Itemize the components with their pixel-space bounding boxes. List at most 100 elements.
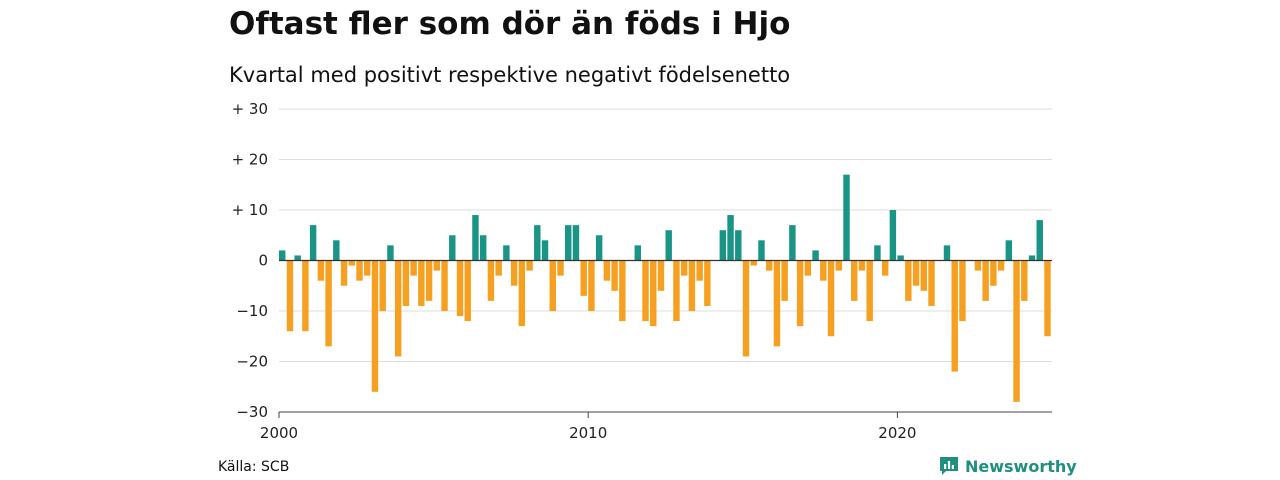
bar-positive [943,245,951,261]
bar-negative [410,260,417,276]
bar-positive [534,225,541,261]
bar-positive [843,174,850,261]
y-tick-label: −20 [236,353,268,371]
bar-negative [912,260,920,286]
bar-negative [804,260,812,276]
bar-positive [572,225,580,261]
bar-negative [433,260,441,271]
x-tick-label: 2020 [878,424,916,442]
bar-negative [340,260,348,286]
bar-positive [541,240,549,261]
bar-negative [371,260,379,392]
bar-positive [1028,255,1036,261]
bar-negative [835,260,842,271]
bar-negative [773,260,781,347]
bars [279,174,1051,402]
x-tick-label: 2010 [569,424,607,442]
chart-subtitle: Kvartal med positivt respektive negativt… [229,63,791,87]
bar-negative [851,260,858,301]
bar-negative [441,260,448,311]
bar-positive [309,225,317,261]
bar-positive [449,235,456,261]
bar-negative [820,260,827,281]
bar-positive [719,230,727,261]
bar-negative [781,260,788,301]
bar-positive [727,215,734,261]
bar-positive [812,250,819,261]
y-tick-label: 0 [258,252,268,270]
y-tick-label: + 10 [232,201,268,219]
bar-negative [495,260,502,276]
source-note: Källa: SCB [218,459,290,475]
bar-negative [356,260,363,281]
bar-negative [580,260,587,296]
bar-negative [619,260,626,322]
bar-negative [611,260,618,291]
bar-negative [827,260,835,337]
bar-negative [866,260,873,322]
bar-positive [758,240,765,261]
bar-positive [472,215,479,261]
bar-negative [549,260,556,311]
brand-logo[interactable]: Newsworthy [939,456,1077,476]
y-axis-labels: + 30 + 20 + 10 0 −10 −20 −30 [232,100,268,421]
bar-negative [750,260,757,266]
bar-negative [325,260,332,347]
bar-negative [997,260,1005,271]
bar-negative [951,260,958,372]
bar-negative [858,260,866,271]
bar-negative [650,260,657,327]
bar-negative [959,260,966,322]
bar-negative [603,260,611,281]
bar-negative [1021,260,1028,301]
bar-negative [642,260,649,322]
bar-negative [418,260,425,306]
bar-negative [557,260,564,276]
bar-positive [279,250,286,261]
bar-negative [688,260,696,311]
bar-negative [1013,260,1020,402]
bar-negative [990,260,997,286]
bar-negative [680,260,688,276]
y-tick-label: −30 [236,403,268,421]
newsworthy-logo-icon [940,457,958,475]
bar-positive [1005,240,1013,261]
bar-negative [526,260,533,271]
bar-negative [348,260,355,266]
x-axis-labels: 2000 2010 2020 [260,412,916,442]
bar-negative [464,260,471,322]
brand-name: Newsworthy [965,456,1077,476]
bar-negative [510,260,518,286]
bar-negative [518,260,526,327]
bar-negative [982,260,989,301]
bar-negative [364,260,371,276]
bar-negative [379,260,386,311]
bar-negative [588,260,595,311]
bar-negative [742,260,750,357]
bar-negative [657,260,665,291]
bar-positive [294,255,301,261]
bar-negative [1044,260,1051,337]
bar-negative [402,260,410,306]
bar-negative [425,260,433,301]
bar-positive [889,210,897,261]
bar-negative [974,260,982,271]
bar-positive [565,225,572,261]
bar-positive [634,245,642,261]
bar-negative [456,260,464,317]
bar-positive [789,225,796,261]
bar-negative [487,260,495,301]
y-tick-label: −10 [236,302,268,320]
bar-negative [905,260,912,301]
bar-negative [696,260,703,281]
bar-negative [928,260,935,306]
bar-negative [286,260,294,332]
bar-negative [317,260,325,281]
y-tick-label: + 30 [232,100,268,118]
bar-positive [333,240,340,261]
bar-negative [765,260,773,271]
bar-positive [1036,220,1043,261]
bar-positive [665,230,672,261]
chart-title: Oftast fler som dör än föds i Hjo [229,6,791,42]
